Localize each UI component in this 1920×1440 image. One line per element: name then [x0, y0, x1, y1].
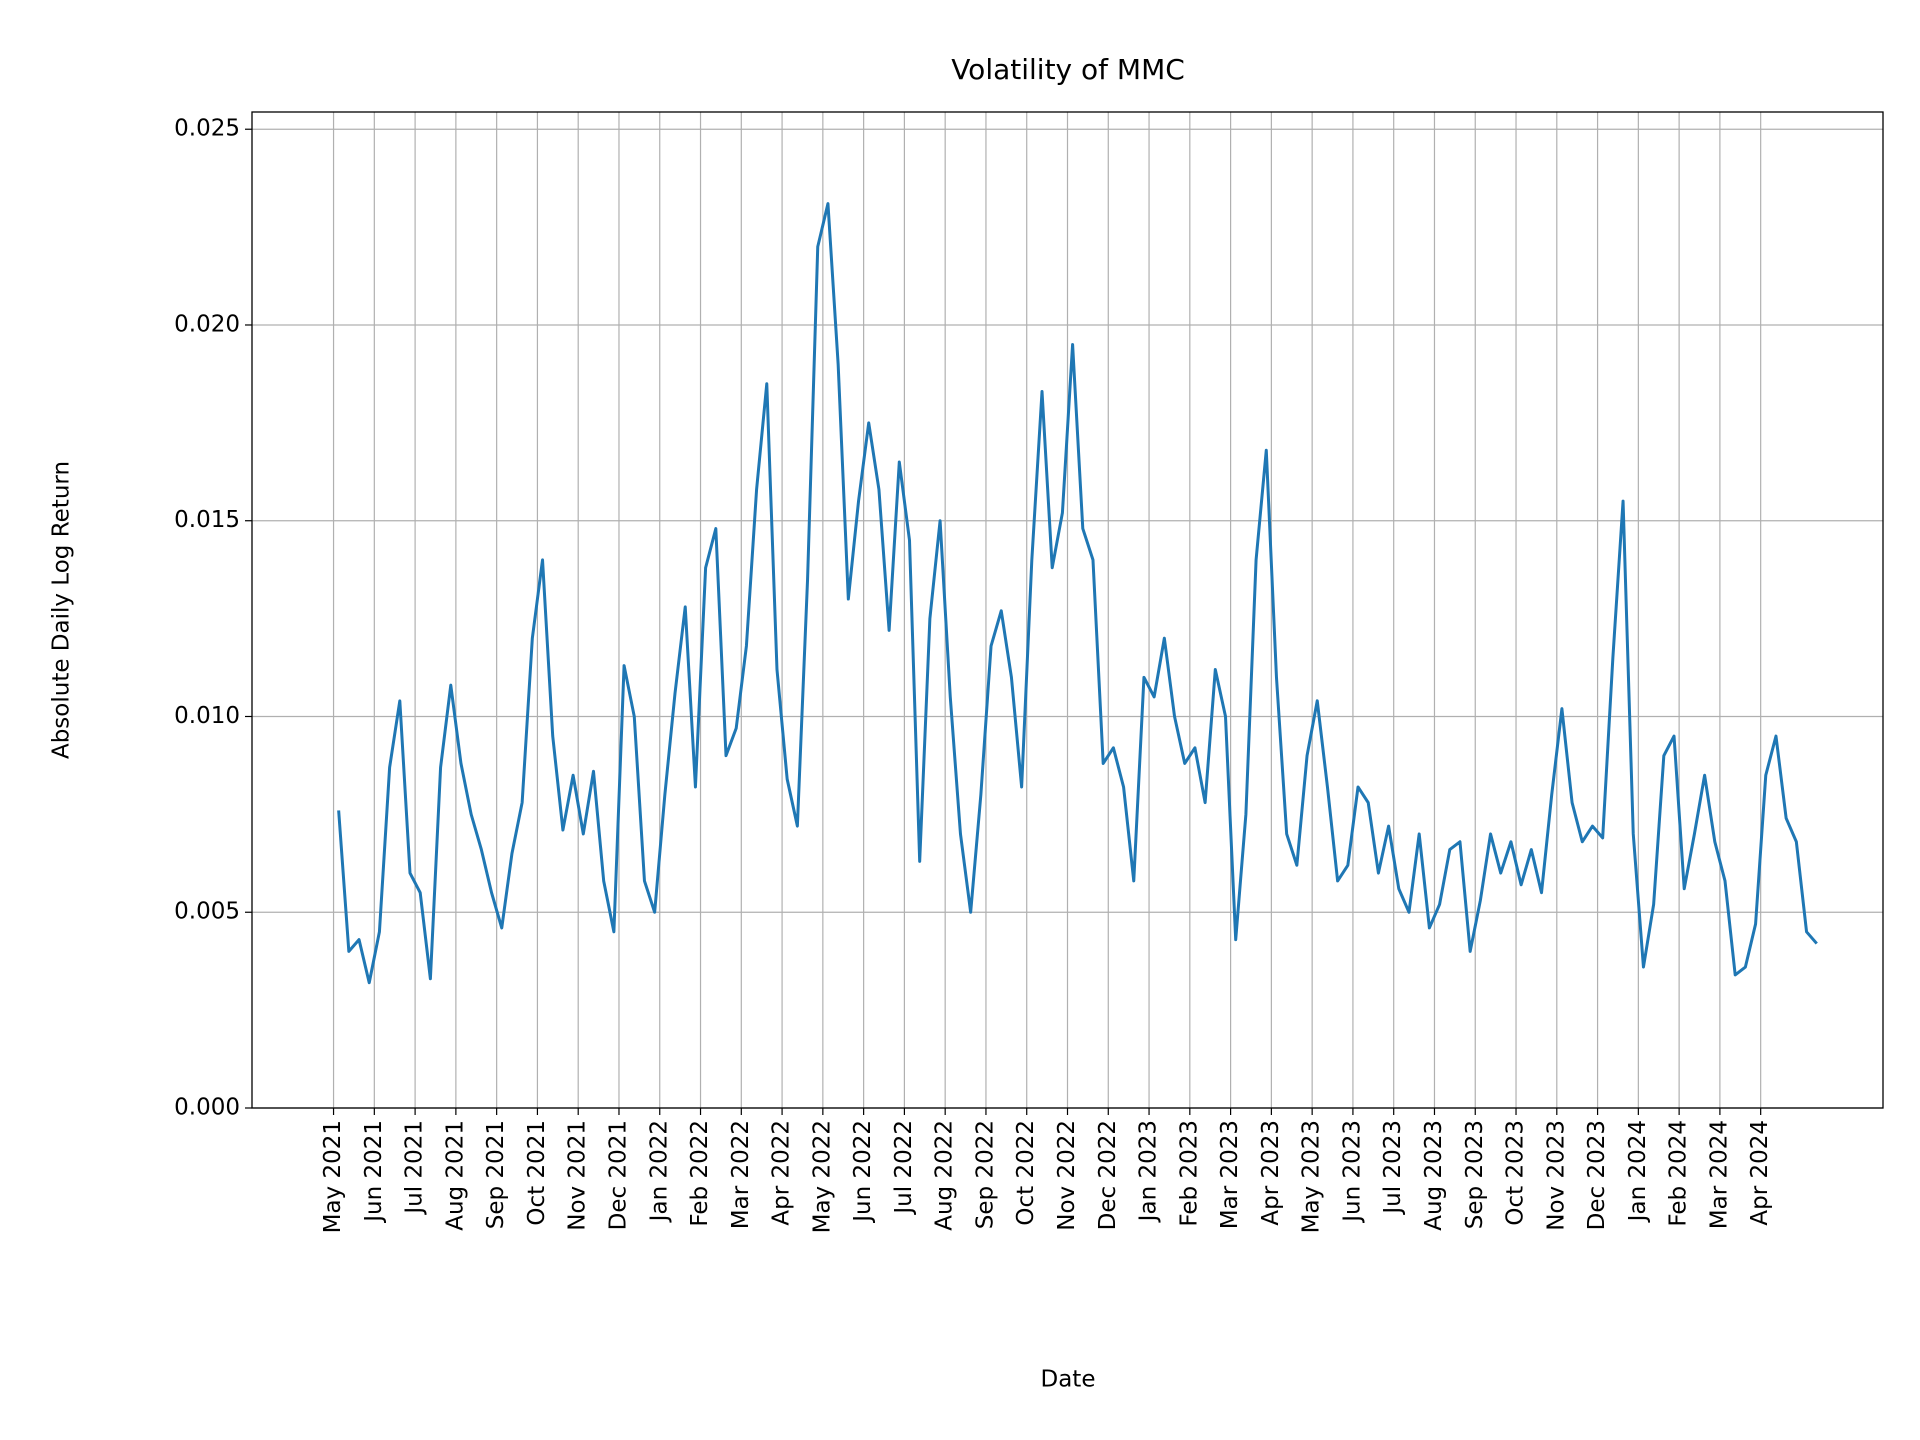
x-tick-label: Jul 2023: [1380, 1120, 1406, 1216]
x-tick-label: Oct 2022: [1013, 1120, 1039, 1226]
x-tick-label: Sep 2023: [1462, 1120, 1488, 1229]
x-tick-label: Aug 2023: [1421, 1120, 1447, 1231]
x-tick-label: Nov 2023: [1543, 1120, 1569, 1231]
x-tick-label: Jul 2022: [891, 1120, 917, 1216]
x-tick-label: Feb 2024: [1666, 1120, 1692, 1227]
x-tick-label: Nov 2022: [1054, 1120, 1080, 1231]
y-tick-label: 0.025: [174, 116, 240, 142]
x-tick-label: Apr 2022: [769, 1120, 795, 1226]
x-tick-label: Apr 2023: [1258, 1120, 1284, 1226]
x-tick-label: Mar 2024: [1706, 1120, 1732, 1229]
x-tick-label: Jul 2021: [402, 1120, 428, 1216]
x-tick-label: Jan 2023: [1136, 1120, 1162, 1223]
x-tick-label: Jun 2022: [850, 1120, 876, 1224]
x-tick-label: Oct 2023: [1503, 1120, 1529, 1226]
x-tick-label: Dec 2022: [1095, 1120, 1121, 1230]
x-tick-label: May 2023: [1299, 1120, 1325, 1233]
x-tick-label: Mar 2023: [1217, 1120, 1243, 1229]
y-tick-label: 0.015: [174, 507, 240, 533]
x-tick-label: Feb 2022: [687, 1120, 713, 1227]
x-tick-label: Dec 2021: [605, 1120, 631, 1230]
x-tick-label: Dec 2023: [1584, 1120, 1610, 1230]
x-tick-label: Jun 2021: [361, 1120, 387, 1224]
x-tick-label: Sep 2021: [483, 1120, 509, 1229]
y-tick-label: 0.020: [174, 311, 240, 337]
y-tick-label: 0.005: [174, 899, 240, 925]
x-tick-label: Aug 2021: [442, 1120, 468, 1231]
y-tick-label: 0.010: [174, 703, 240, 729]
x-tick-label: May 2022: [809, 1120, 835, 1233]
chart-title: Volatility of MMC: [951, 53, 1185, 86]
x-tick-label: Jun 2023: [1339, 1120, 1365, 1224]
x-tick-label: May 2021: [320, 1120, 346, 1233]
x-tick-label: Jan 2022: [646, 1120, 672, 1223]
x-tick-label: Nov 2021: [565, 1120, 591, 1231]
x-axis-label: Date: [1041, 1367, 1096, 1393]
y-tick-label: 0.000: [174, 1095, 240, 1121]
x-tick-label: Mar 2022: [728, 1120, 754, 1229]
x-tick-label: Apr 2024: [1747, 1120, 1773, 1226]
data-line: [337, 202, 1818, 985]
x-tick-label: Sep 2022: [972, 1120, 998, 1229]
plot-frame: [251, 111, 1884, 1109]
x-tick-label: Jan 2024: [1625, 1120, 1651, 1223]
x-tick-label: Aug 2022: [932, 1120, 958, 1231]
x-tick-label: Feb 2023: [1176, 1120, 1202, 1227]
x-tick-label: Oct 2021: [524, 1120, 550, 1226]
y-axis-label: Absolute Daily Log Return: [49, 461, 75, 759]
